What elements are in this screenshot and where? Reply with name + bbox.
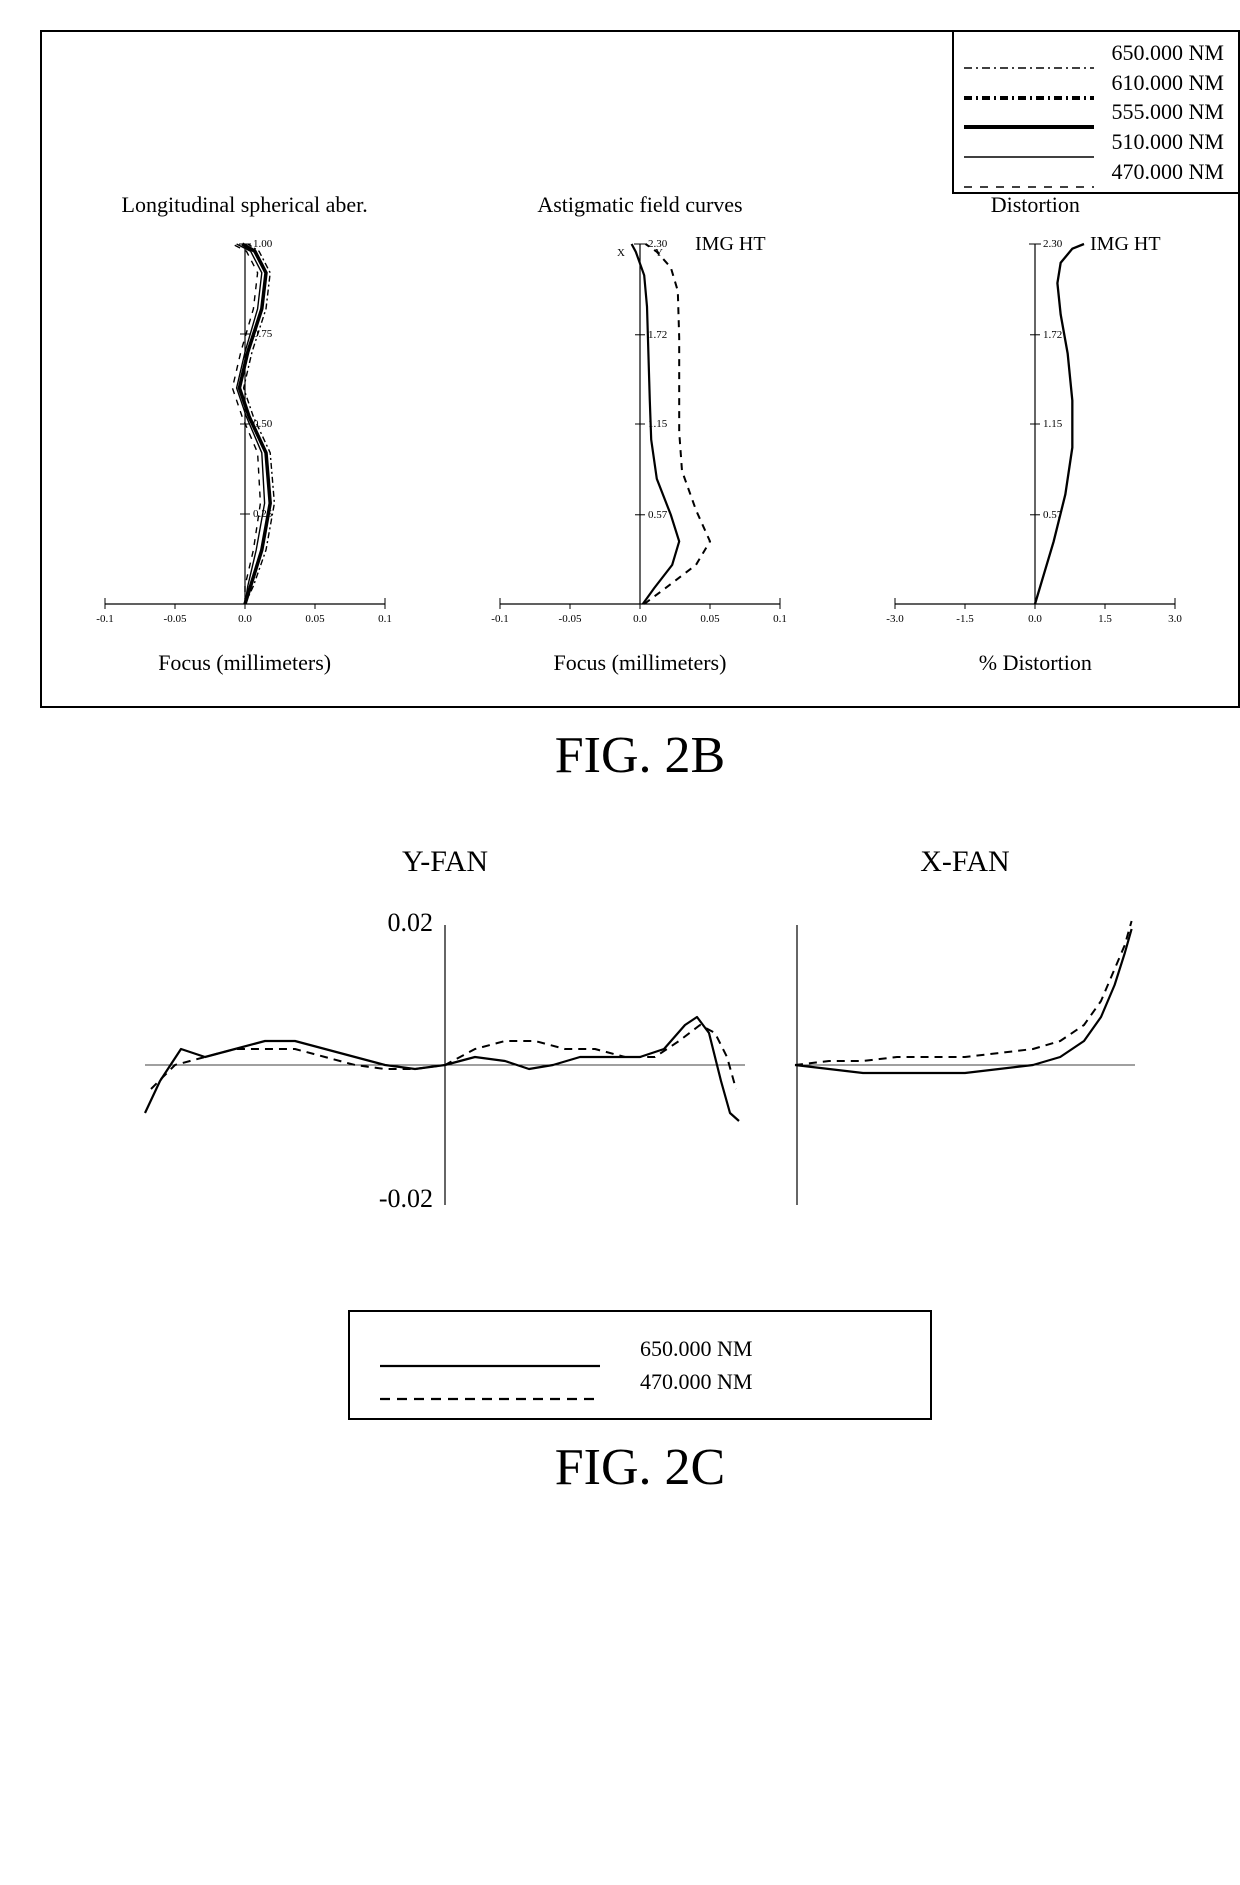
fig2c-caption: FIG. 2C [20,1438,1240,1497]
chart-astigmatic: Astigmatic field curves -0.1 -0.05 0.0 0.05… [470,192,810,676]
svg-text:0.02: 0.02 [388,908,434,937]
svg-text:-3.0: -3.0 [887,613,905,625]
svg-text:1.72: 1.72 [1043,329,1062,341]
legend-label: 470.000 NM [1112,157,1224,187]
yfan-block: Y-FAN 0.02 -0.02 [135,845,755,1250]
legend-label: 555.000 NM [1112,97,1224,127]
svg-text:1.72: 1.72 [648,329,667,341]
legend-row: 650.000 NM [964,38,1224,68]
chart-longitudinal: Longitudinal spherical aber. -0.1 -0.05 0.… [75,192,415,676]
fig2c-legend: 650.000 NM470.000 NM [348,1310,932,1420]
xfan-svg: 0.02-0.02 [785,885,1145,1245]
legend-label: 610.000 NM [1112,68,1224,98]
legend-stroke [964,110,1094,114]
xfan-block: X-FAN 0.02-0.02 [785,845,1145,1250]
legend-row: 650.000 NM [380,1332,900,1365]
fig2b-panel: 650.000 NM610.000 NM555.000 NM510.000 NM… [40,30,1240,708]
svg-text:1.00: 1.00 [253,238,273,250]
xfan-title: X-FAN [785,845,1145,879]
legend-stroke [380,1347,600,1351]
svg-text:0.05: 0.05 [700,613,720,625]
svg-text:-0.02: -0.02 [379,1184,433,1213]
legend-stroke [964,51,1094,55]
chart2-xlabel: Focus (millimeters) [470,650,810,676]
yfan-title: Y-FAN [135,845,755,879]
svg-text:0.05: 0.05 [305,613,325,625]
svg-text:IMG HT: IMG HT [1090,233,1161,255]
svg-text:3.0: 3.0 [1168,613,1182,625]
yfan-svg: 0.02 -0.02 [135,885,755,1245]
chart2-svg: -0.1-0.050.00.050.10.571.151.722.30XYIMG… [470,224,810,644]
legend-label: 470.000 NM [640,1365,752,1398]
svg-text:0.1: 0.1 [773,613,787,625]
svg-text:0.0: 0.0 [633,613,647,625]
svg-text:-1.5: -1.5 [957,613,975,625]
svg-text:-0.1: -0.1 [491,613,508,625]
legend-label: 650.000 NM [1112,38,1224,68]
svg-text:IMG HT: IMG HT [695,233,766,255]
chart1-svg: -0.1-0.050.00.050.10.250.500.751.00 [75,224,415,644]
svg-text:0.1: 0.1 [378,613,392,625]
svg-text:X: X [617,247,625,259]
fig2b-charts: Longitudinal spherical aber. -0.1 -0.05 0.… [52,192,1228,676]
svg-text:0.57: 0.57 [648,509,668,521]
chart1-xlabel: Focus (millimeters) [75,650,415,676]
fig2b-legend: 650.000 NM610.000 NM555.000 NM510.000 NM… [952,30,1240,194]
svg-text:-0.05: -0.05 [163,613,186,625]
svg-text:-0.1: -0.1 [96,613,113,625]
fig2c-panel: Y-FAN 0.02-0.02 X-FAN 0.02-0.02 650.000 … [100,845,1180,1420]
svg-text:1.15: 1.15 [1043,418,1063,430]
legend-stroke [964,81,1094,85]
legend-label: 510.000 NM [1112,127,1224,157]
fig2b-caption: FIG. 2B [20,726,1240,785]
chart3-svg: -3.0-1.50.01.53.00.571.151.722.30IMG HT [865,224,1205,644]
legend-label: 650.000 NM [640,1332,752,1365]
chart3-xlabel: % Distortion [865,650,1205,676]
chart1-title: Longitudinal spherical aber. [75,192,415,218]
svg-text:1.5: 1.5 [1098,613,1112,625]
chart-distortion: Distortion -3.0-1.50.01.53.00.571.151.72… [865,192,1205,676]
svg-text:0.0: 0.0 [238,613,252,625]
svg-text:0.0: 0.0 [1028,613,1042,625]
chart3-title: Distortion [865,192,1205,218]
legend-stroke [964,170,1094,174]
svg-text:-0.05: -0.05 [559,613,582,625]
svg-text:2.30: 2.30 [1043,238,1063,250]
legend-stroke [964,140,1094,144]
chart2-title: Astigmatic field curves [470,192,810,218]
legend-stroke [380,1380,600,1384]
